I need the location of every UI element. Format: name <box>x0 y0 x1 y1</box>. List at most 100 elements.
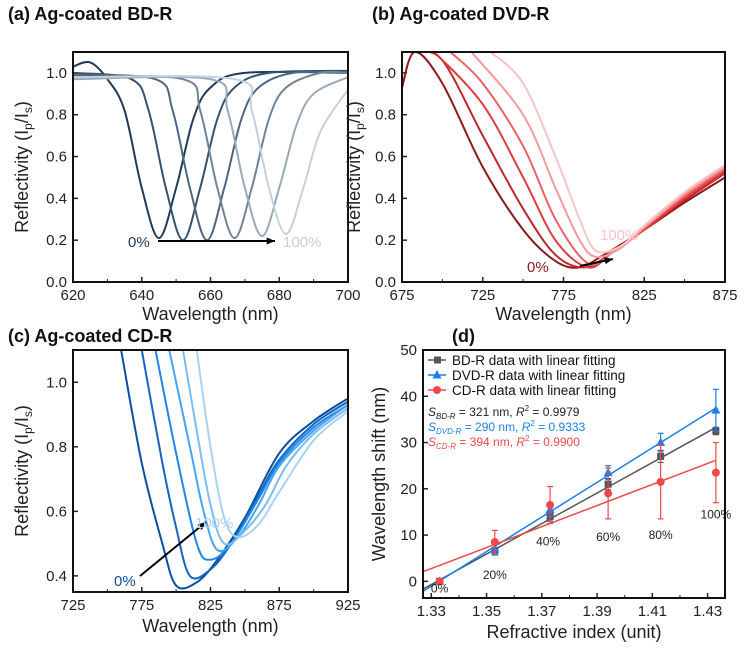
panel-c: (c) Ag-coated CD-R 725 775 825 875 925 0.4 0.6 0… <box>8 326 361 636</box>
arrow-head <box>604 257 613 265</box>
legend-label: DVD-R data with linear fitting <box>452 368 625 383</box>
series-line-5 <box>73 75 348 235</box>
legend-marker <box>432 370 442 379</box>
x-tick-label: 675 <box>389 287 414 304</box>
y-tick-label: 0.4 <box>46 190 67 207</box>
x-tick-label: 1.37 <box>527 603 556 620</box>
r2-superscript: 2 <box>525 404 530 413</box>
series-line-1 <box>73 69 348 242</box>
y-label-sub: s <box>21 107 35 113</box>
panel-a: (a) Ag-coated BD-R 620 640 660 680 700 0.0 0.2 0… <box>8 4 361 324</box>
r2-value: = 0.9979 <box>529 405 580 419</box>
fit-subscript: BD-R <box>436 412 456 421</box>
y-label-text: /I <box>12 417 32 427</box>
y-axis-label: Reflectivity (Ip/Is) <box>12 405 35 537</box>
fit-subscript: CD-R <box>436 442 456 451</box>
point-label: 40% <box>536 535 560 549</box>
series-line-0 <box>120 350 348 590</box>
series-line-5 <box>195 350 348 539</box>
y-label-text: ) <box>344 101 364 107</box>
x-tick-label: 925 <box>335 597 360 614</box>
x-tick-label: 680 <box>267 287 292 304</box>
x-tick-label: 825 <box>198 597 223 614</box>
y-tick-label: 0.6 <box>46 503 67 520</box>
series-line-3 <box>449 52 725 266</box>
x-axis-label: Refractive index (unit) <box>486 622 661 642</box>
y-tick-label: 0.8 <box>375 107 396 124</box>
plot-area <box>120 350 348 590</box>
point-label: 80% <box>649 528 673 542</box>
annotation-start: 0% <box>527 259 549 276</box>
data-point <box>711 468 720 477</box>
x-axis-label: Wavelength (nm) <box>142 304 278 324</box>
shift-arrow <box>139 521 207 577</box>
y-label-sub: s <box>353 107 367 113</box>
data-point <box>656 477 665 486</box>
x-tick-label: 725 <box>60 597 85 614</box>
plot-area <box>402 52 725 269</box>
x-tick-label: 1.35 <box>472 603 501 620</box>
annotation-start: 0% <box>114 573 136 590</box>
point-label: 60% <box>596 530 620 544</box>
y-tick-label: 0.8 <box>46 107 67 124</box>
y-tick-label: 0 <box>409 573 417 590</box>
x-tick-label: 640 <box>129 287 154 304</box>
series-line-0 <box>402 52 725 269</box>
x-tick-label: 700 <box>335 287 360 304</box>
panel-title: (d) <box>452 326 475 346</box>
series-line-1 <box>414 52 725 269</box>
fit-line-2 <box>423 459 717 573</box>
fit-annotation: SCD-R = 394 nm, R2 = 0.9900 <box>428 434 580 451</box>
series-line-2 <box>433 52 725 269</box>
y-tick-label: 0.0 <box>46 274 67 291</box>
x-axis-label: Wavelength (nm) <box>495 304 631 324</box>
y-tick-label: 1.0 <box>46 374 67 391</box>
fit-symbol: S <box>428 420 436 434</box>
legend-marker <box>433 386 441 394</box>
fit-symbol: S <box>428 435 436 449</box>
x-tick-label: 775 <box>551 287 576 304</box>
series-line-1 <box>140 350 348 580</box>
annotation-end: 100% <box>195 515 233 532</box>
panel-title: (a) Ag-coated BD-R <box>8 4 172 24</box>
fit-subscript: DVD-R <box>436 427 462 436</box>
x-tick-label: 1.39 <box>582 603 611 620</box>
data-point <box>546 501 555 509</box>
x-tick-label: 725 <box>470 287 495 304</box>
r2-superscript: 2 <box>525 434 530 443</box>
fit-line-0 <box>423 426 717 590</box>
x-tick-label: 1.41 <box>638 603 667 620</box>
x-tick-label: 1.33 <box>417 603 446 620</box>
fit-value: = 394 nm, <box>456 435 516 449</box>
y-label-text: Reflectivity (I <box>344 130 364 233</box>
annotation-end: 100% <box>283 234 321 251</box>
axes-frame <box>422 349 726 599</box>
x-tick-label: 620 <box>60 287 85 304</box>
panel-d: (d) 1.33 1.35 1.37 1.39 1.41 1.43 0 10 20 30 40 50 Re… <box>369 326 732 642</box>
panel-title: (c) Ag-coated CD-R <box>8 326 172 346</box>
fit-line-1 <box>423 407 717 592</box>
legend-label: BD-R data with linear fitting <box>452 353 616 368</box>
annotation-end: 100% <box>600 227 638 244</box>
y-axis-label: Wavelength shift (nm) <box>369 387 389 561</box>
y-label-text: /I <box>12 113 32 123</box>
point-label: 0% <box>431 582 449 596</box>
y-tick-label: 0.0 <box>375 274 396 291</box>
axes-frame <box>72 349 349 593</box>
plot-area <box>73 61 348 242</box>
arrow-head <box>266 237 275 245</box>
r2-value: = 0.9900 <box>530 435 581 449</box>
series-line-4 <box>470 52 725 259</box>
arrow-head <box>197 522 206 530</box>
fit-annotation: SDVD-R = 290 nm, R2 = 0.9333 <box>428 419 586 436</box>
x-tick-label: 775 <box>129 597 154 614</box>
legend-label: CD-R data with linear fitting <box>452 383 616 398</box>
y-axis-label: Reflectivity (Ip/Is) <box>12 101 35 233</box>
data-point <box>435 577 444 586</box>
x-axis-label: Wavelength (nm) <box>142 616 278 636</box>
data-point <box>711 405 721 414</box>
y-tick-label: 20 <box>400 481 417 498</box>
y-tick-label: 0.8 <box>46 439 67 456</box>
y-tick-label: 0.2 <box>46 232 67 249</box>
